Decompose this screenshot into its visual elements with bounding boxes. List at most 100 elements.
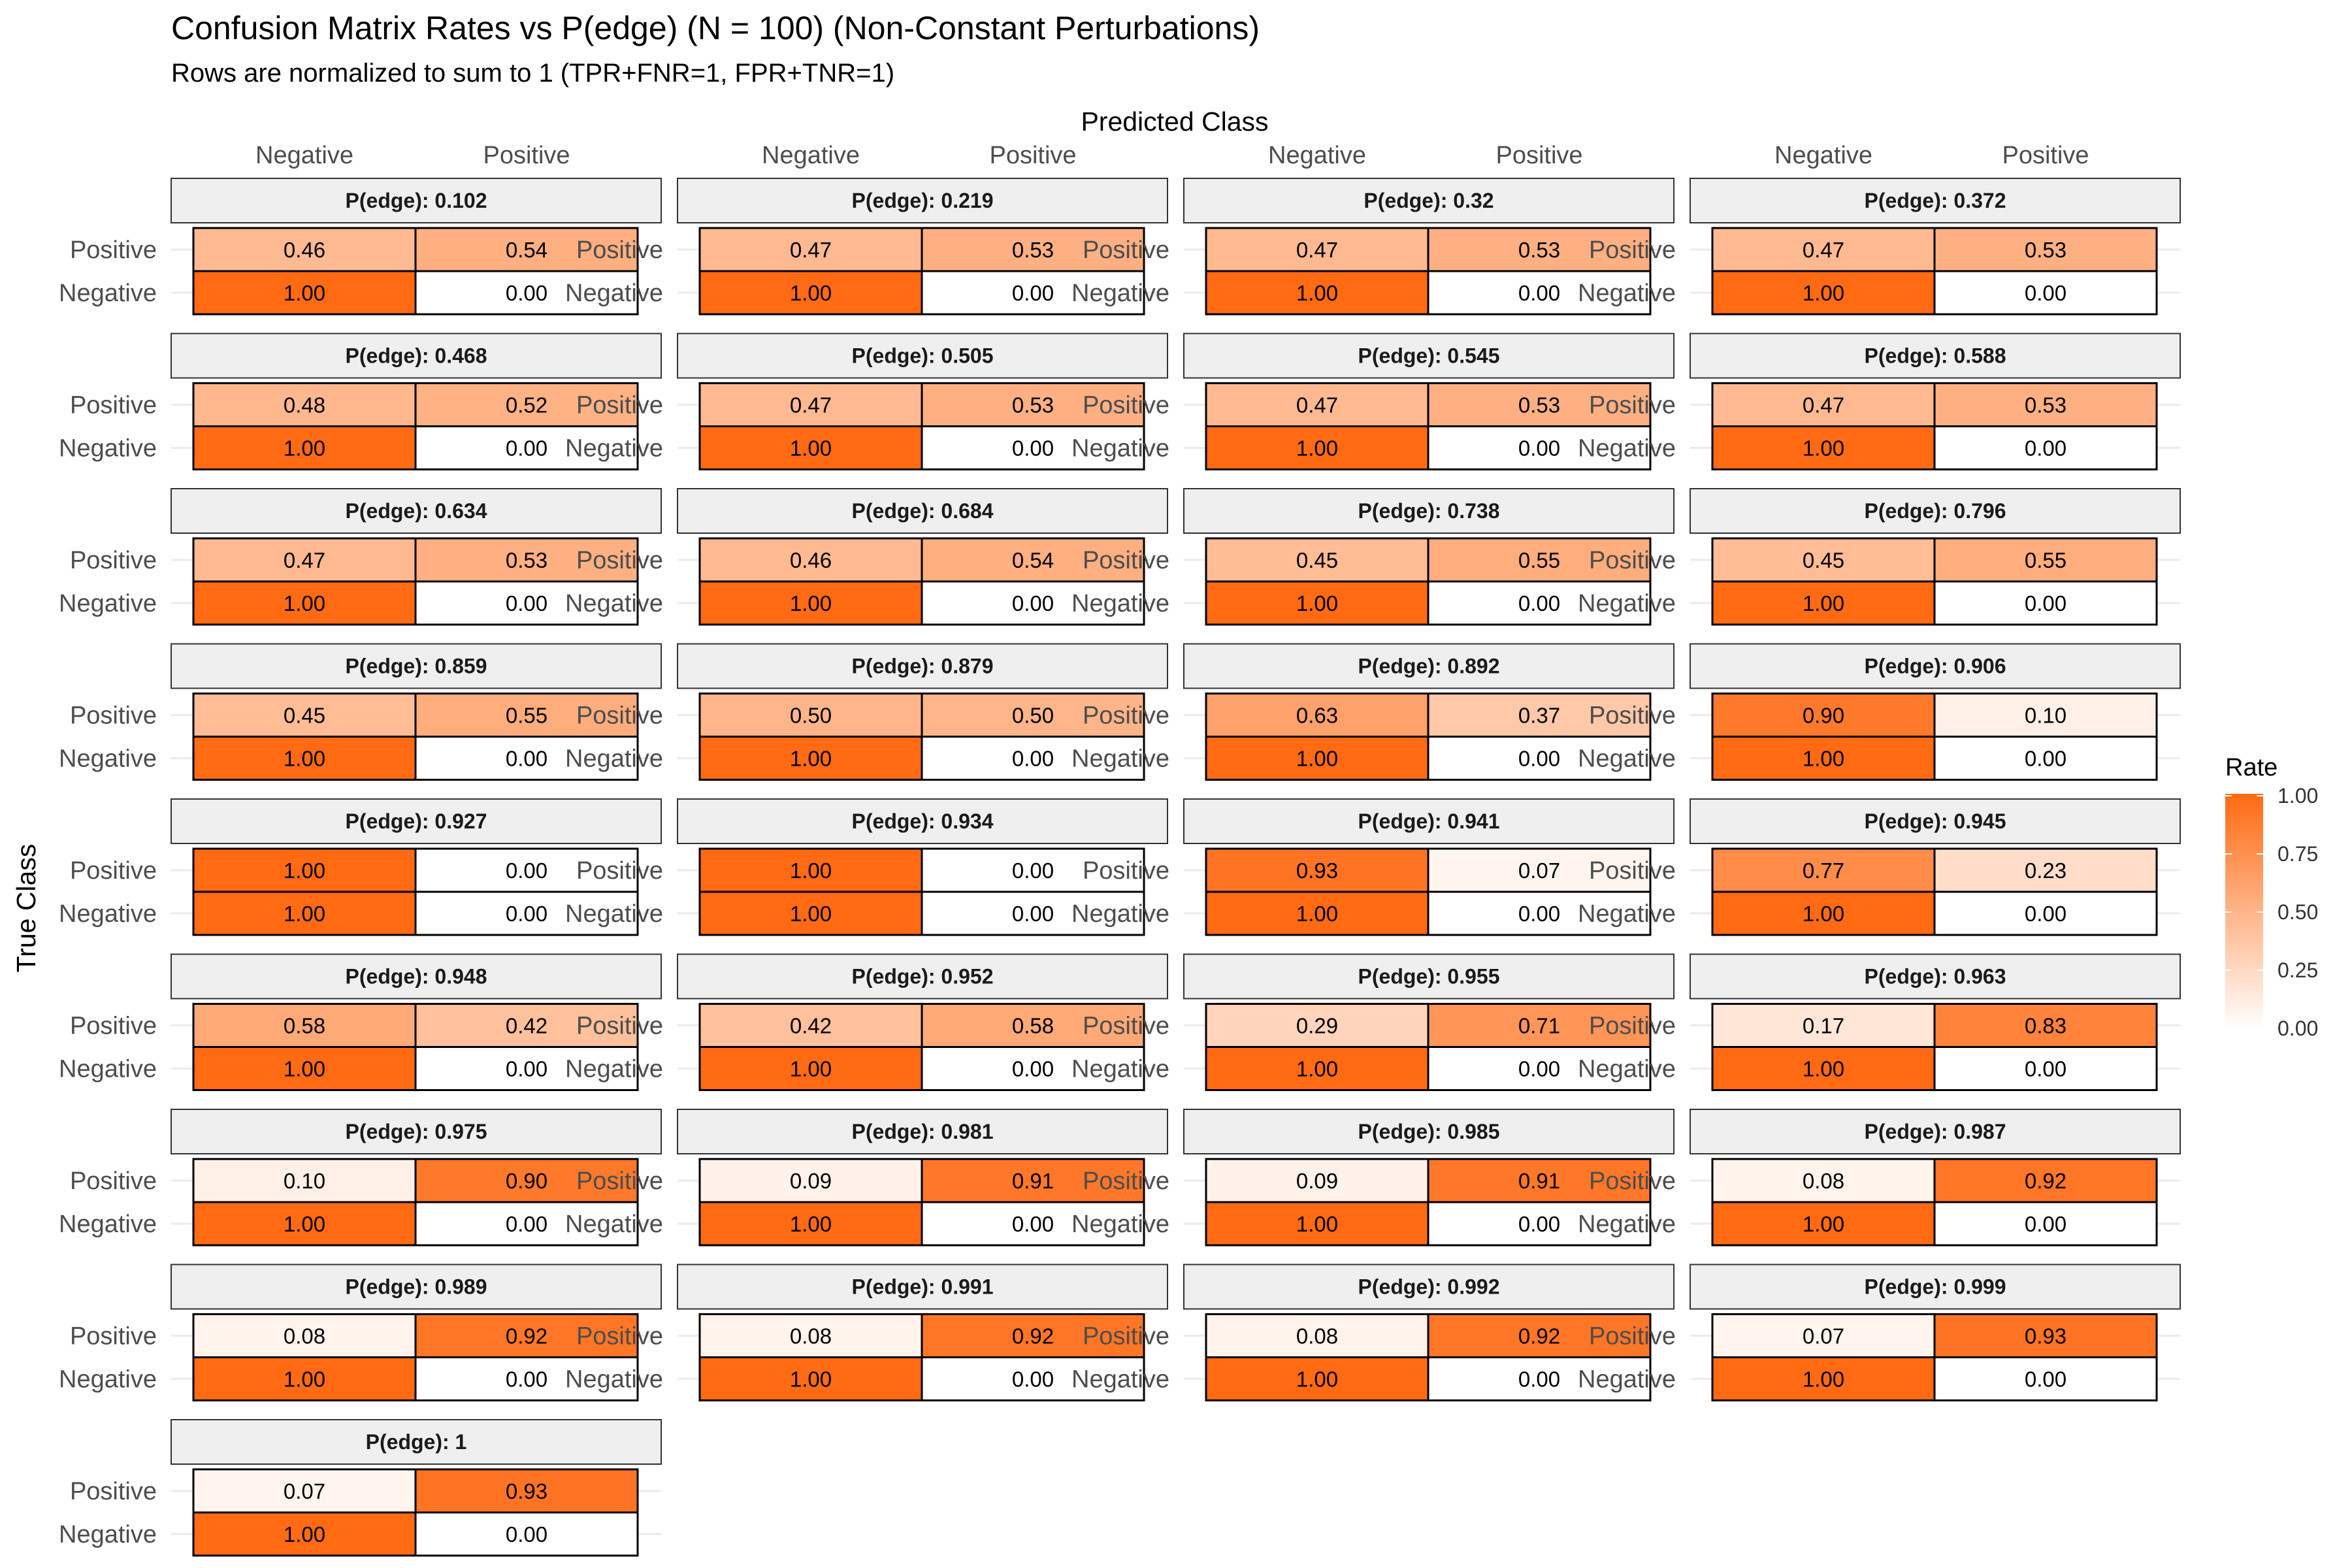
x-tick-label: Positive [1495,142,1582,169]
cell-value-label: 0.53 [2025,238,2066,262]
facet-strip [1183,333,1674,379]
heatmap-cell [698,736,923,781]
cell-value-label: 0.00 [2025,1212,2066,1236]
facet-strip-label: P(edge): 0.906 [1865,655,2006,678]
cell-value-label: 0.93 [1296,858,1338,883]
heatmap-cell [1933,693,2158,738]
heatmap-cell [414,1201,639,1247]
heatmap-cell [192,382,417,427]
facet-strip-label: P(edge): 0.945 [1865,809,2006,833]
heatmap-cell [192,1046,417,1091]
heatmap-cell [698,425,923,470]
cell-value-label: 1.00 [790,1367,832,1392]
cell-value-label: 1.00 [1803,747,1844,771]
facet-strip [171,953,662,1000]
heatmap-cell [1205,227,1429,272]
x-tick-label: Negative [1774,142,1872,169]
y-tick-label: Positive [70,702,157,730]
heatmap-cell [1711,270,1936,316]
cell-value-label: 0.47 [790,238,832,262]
heatmap-cell [921,736,1145,781]
heatmap-cell [1205,1356,1429,1401]
y-tick-label: Negative [1578,900,1676,928]
facet-strip [1183,178,1674,223]
heatmap-cell [1205,270,1429,316]
y-tick-label: Negative [1578,435,1676,463]
y-tick-label: Negative [59,1056,157,1083]
y-tick-label: Negative [59,900,157,928]
cell-value-label: 0.92 [1518,1324,1560,1348]
heatmap-cell [1933,425,2158,470]
cell-value-label: 0.00 [506,1367,547,1392]
y-tick-label: Positive [1083,1323,1169,1350]
heatmap-cell [921,270,1145,316]
facet-panel: P(edge): 0.32 Positive 0.47 0.53 Negative 1.0… [1071,178,1674,316]
facet-panel: P(edge): 0.588 Positive 0.47 0.53 Negative 1.… [1578,333,2181,470]
heatmap-cell [414,736,639,781]
x-tick-label: Positive [989,142,1076,169]
heatmap-cell [414,382,639,427]
cell-value-label: 1.00 [790,1212,832,1236]
cell-value-label: 0.71 [1518,1014,1560,1038]
y-tick-label: Negative [1578,590,1676,617]
heatmap-cell [192,1158,417,1203]
y-tick-label: Negative [1071,1056,1169,1083]
y-tick-label: Negative [565,280,663,307]
heatmap-cell [414,693,639,738]
heatmap-cell [192,693,417,738]
cell-value-label: 0.00 [2025,902,2066,926]
cell-value-label: 1.00 [284,1212,325,1236]
cell-value-label: 0.07 [1803,1324,1844,1348]
y-tick-label: Positive [1589,1013,1676,1040]
y-tick-label: Positive [576,1323,663,1350]
heatmap-cell [414,1511,639,1557]
heatmap-cell [1427,580,1652,626]
cell-value-label: 0.00 [506,902,547,926]
heatmap-cell [1205,1201,1429,1247]
y-tick-label: Negative [59,745,157,773]
y-tick-label: Negative [1578,745,1676,773]
facet-panel: P(edge): 0.545 Positive 0.47 0.53 Negative 1.… [1071,333,1674,470]
heatmap-cell [414,270,639,316]
heatmap-cell [192,1313,417,1358]
heatmap-cell [1205,847,1429,893]
facet-strip [171,488,662,534]
facet-panel: P(edge): 0.981 Positive 0.09 0.91 Negative 1.… [565,1109,1168,1247]
y-tick-label: Positive [1083,1168,1169,1195]
y-tick-label: Negative [1071,745,1169,773]
facet-panel: P(edge): 0.948 Positive 0.58 0.42 Negative 1.… [59,953,662,1091]
facet-panel: P(edge): 0.999 Positive 0.07 0.93 Negative 1.… [1578,1264,2181,1401]
facet-panel: P(edge): 0.987 Positive 0.08 0.92 Negative 1.… [1578,1109,2181,1247]
x-tick-label: Negative [1268,142,1366,169]
heatmap-cell [1711,1356,1936,1401]
facet-panel: P(edge): 0.992 Positive 0.08 0.92 Negative 1.… [1071,1264,1674,1401]
cell-value-label: 1.00 [284,1522,325,1546]
facet-strip-label: P(edge): 0.999 [1865,1275,2006,1299]
facet-strip-label: P(edge): 0.892 [1358,655,1500,678]
facet-panel: P(edge): 0.985 Positive 0.09 0.91 Negative 1.… [1071,1109,1674,1247]
heatmap-cell [1427,227,1652,272]
facet-strip [171,178,662,223]
cell-value-label: 0.00 [2025,281,2066,305]
cell-value-label: 1.00 [284,1367,325,1392]
cell-value-label: 0.00 [1012,1057,1054,1081]
cell-value-label: 1.00 [284,747,325,771]
legend-ticks: 1.00 0.75 0.50 0.25 0.00 [2225,784,2318,1040]
heatmap-cell [698,1313,923,1358]
cell-value-label: 0.00 [1518,1212,1560,1236]
y-tick-label: Positive [1083,857,1169,885]
cell-value-label: 1.00 [284,1057,325,1081]
cell-value-label: 1.00 [1803,1057,1844,1081]
facet-strip-label: P(edge): 0.468 [346,344,487,368]
y-tick-label: Negative [59,590,157,617]
cell-value-label: 0.47 [1803,393,1844,417]
cell-value-label: 0.42 [506,1014,547,1038]
cell-value-label: 0.92 [506,1324,547,1348]
facet-strip [1183,1264,1674,1310]
heatmap-cell [1711,693,1936,738]
y-tick-label: Negative [1578,1056,1676,1083]
y-tick-label: Positive [1589,1168,1676,1195]
heatmap-cell [1205,736,1429,781]
cell-value-label: 1.00 [1803,436,1844,461]
y-tick-label: Positive [70,237,157,264]
